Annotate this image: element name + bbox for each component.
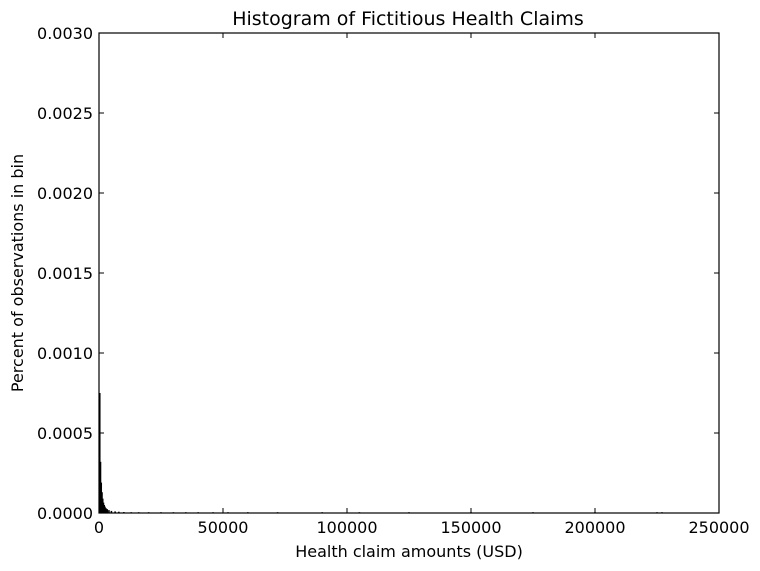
x-tick-label-2: 100000: [316, 518, 377, 537]
x-tick-label-1: 50000: [198, 518, 249, 537]
x-axis-label: Health claim amounts (USD): [295, 542, 523, 561]
x-tick-label-3: 150000: [440, 518, 501, 537]
y-tick-label-6: 0.0030: [37, 24, 93, 43]
histogram-bar-7: [104, 506, 106, 513]
histogram-bar-8: [105, 508, 107, 513]
histogram-bar-11: [110, 510, 113, 513]
chart-title: Histogram of Fictitious Health Claims: [232, 8, 584, 30]
y-axis-label: Percent of observations in bin: [8, 154, 27, 392]
x-tick-label-4: 200000: [564, 518, 625, 537]
histogram-bar-10: [108, 510, 110, 513]
y-tick-label-1: 0.0005: [37, 424, 93, 443]
histogram-bar-9: [106, 509, 108, 513]
x-axis-ticks: 0 50000 100000 150000 200000 250000: [94, 33, 750, 537]
histogram-bar-12: [114, 511, 116, 513]
y-tick-label-4: 0.0020: [37, 184, 93, 203]
y-tick-label-0: 0.0000: [37, 504, 93, 523]
x-tick-label-0: 0: [94, 518, 104, 537]
y-axis-ticks: 0.0000 0.0005 0.0010 0.0015 0.0020 0.0025 0.00…: [37, 24, 719, 523]
histogram-bar-13: [118, 511, 120, 513]
histogram-bars: [98, 393, 663, 513]
y-tick-label-2: 0.0010: [37, 344, 93, 363]
y-tick-label-5: 0.0025: [37, 104, 93, 123]
y-tick-label-3: 0.0015: [37, 264, 93, 283]
plot-area-frame: [98, 32, 720, 514]
x-tick-label-5: 250000: [688, 518, 749, 537]
histogram-bar-0: [98, 393, 101, 513]
